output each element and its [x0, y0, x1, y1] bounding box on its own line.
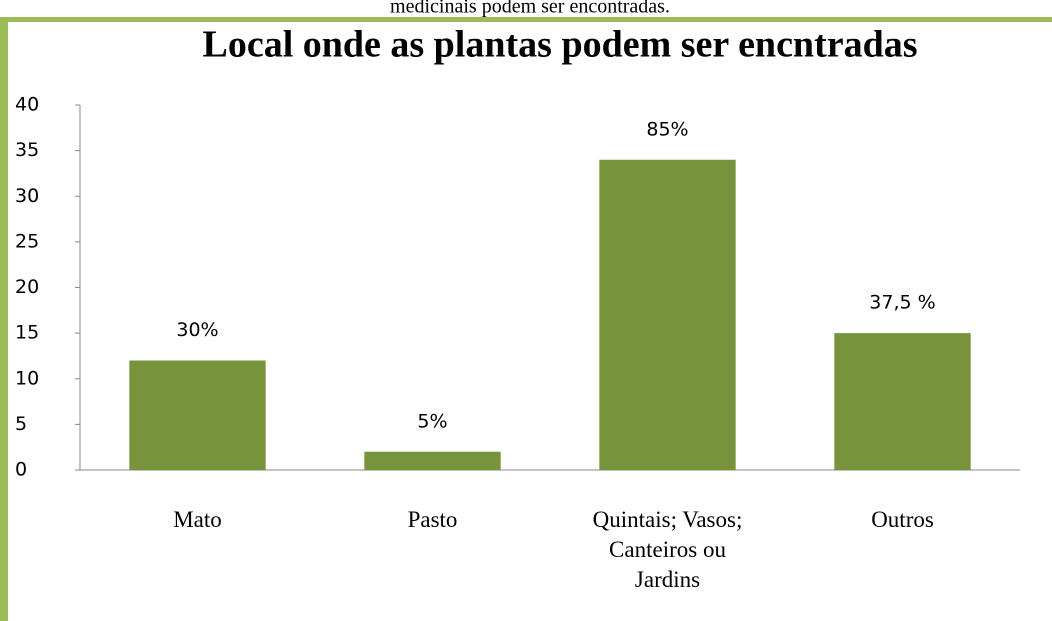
x-tick-label: Mato — [173, 507, 222, 532]
bar — [129, 360, 266, 470]
frame-top — [0, 17, 1052, 22]
y-tick-label: 10 — [15, 367, 39, 389]
y-tick-label: 20 — [15, 276, 39, 298]
bar-annotation: 37,5 % — [869, 292, 935, 314]
bar — [599, 159, 736, 470]
bar-annotation: 30% — [176, 319, 218, 341]
chart-title: Local onde as plantas podem ser encntrad… — [202, 24, 917, 66]
y-tick-label: 30 — [15, 185, 39, 207]
frame-left — [0, 17, 8, 621]
bar-annotation: 5% — [417, 410, 447, 432]
bar — [834, 333, 971, 470]
y-tick-label: 0 — [15, 459, 27, 481]
y-tick-label: 40 — [15, 94, 39, 116]
x-tick-label: Outros — [871, 507, 934, 532]
y-tick-label: 5 — [15, 413, 27, 435]
x-tick-label: Pasto — [407, 507, 458, 532]
bar-annotation: 85% — [646, 118, 688, 140]
y-tick-label: 35 — [15, 139, 39, 161]
x-tick-label: Quintais; Vasos; Canteiros ou Jardins — [592, 507, 743, 592]
caption: medicinais podem ser encontradas. — [390, 0, 670, 18]
y-tick-label: 25 — [15, 230, 39, 252]
y-tick-label: 15 — [15, 322, 39, 344]
bar — [364, 451, 501, 470]
